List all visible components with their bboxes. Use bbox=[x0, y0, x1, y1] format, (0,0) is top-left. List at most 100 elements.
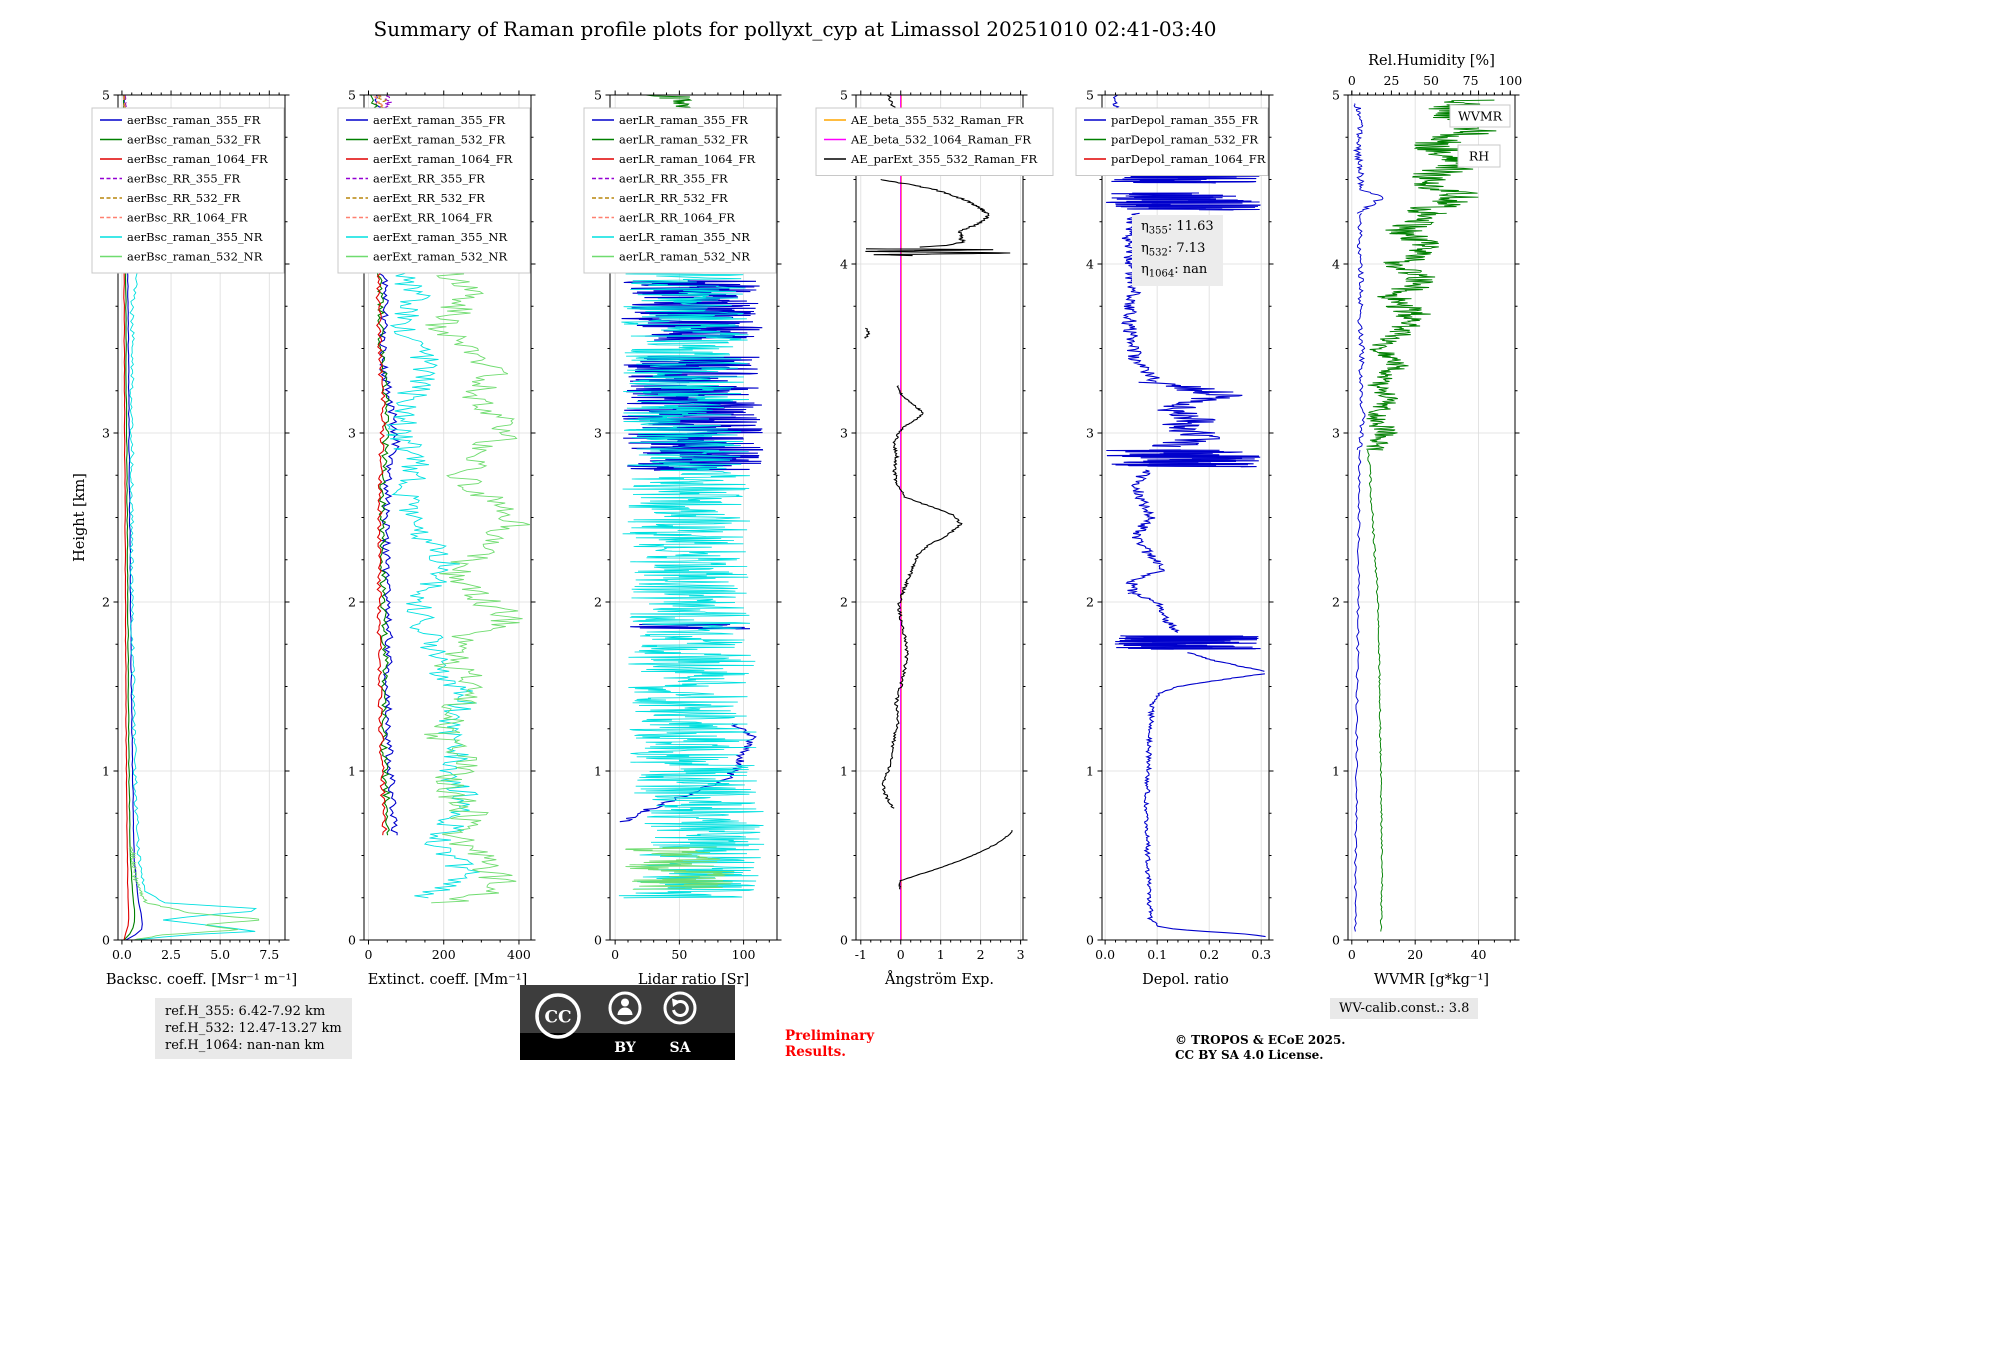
svg-text:0: 0 bbox=[348, 932, 356, 947]
svg-text:0: 0 bbox=[1348, 73, 1356, 88]
svg-text:aerExt_raman_532_FR: aerExt_raman_532_FR bbox=[373, 133, 505, 147]
svg-text:0.2: 0.2 bbox=[1199, 947, 1219, 962]
panel-lidar-ratio-plot: 050100012345Lidar ratio [Sr]aerLR_raman_… bbox=[583, 87, 782, 988]
svg-text:20: 20 bbox=[1407, 947, 1423, 962]
svg-text:3: 3 bbox=[1086, 425, 1094, 440]
svg-text:Rel.Humidity [%]: Rel.Humidity [%] bbox=[1368, 53, 1495, 69]
svg-text:40: 40 bbox=[1471, 947, 1487, 962]
svg-text:parDepol_raman_1064_FR: parDepol_raman_1064_FR bbox=[1111, 152, 1266, 166]
svg-text:400: 400 bbox=[507, 947, 531, 962]
svg-text:0: 0 bbox=[897, 947, 905, 962]
svg-text:aerBsc_raman_1064_FR: aerBsc_raman_1064_FR bbox=[127, 152, 268, 166]
panel-backscatter: 0.02.55.07.5012345Backsc. coeff. [Msr⁻¹ … bbox=[70, 30, 320, 1005]
panel-extinction-plot: 0200400012345Extinct. coeff. [Mm⁻¹]aerEx… bbox=[337, 87, 536, 988]
svg-text:5: 5 bbox=[348, 87, 356, 102]
svg-text:2: 2 bbox=[102, 594, 110, 609]
svg-text:aerBsc_raman_355_FR: aerBsc_raman_355_FR bbox=[127, 113, 261, 127]
svg-text:-1: -1 bbox=[855, 947, 867, 962]
svg-text:25: 25 bbox=[1383, 73, 1399, 88]
cc-icon-label: CC bbox=[544, 1008, 571, 1028]
preliminary-results-note: Preliminary Results. bbox=[785, 1028, 874, 1060]
svg-text:aerLR_raman_355_NR: aerLR_raman_355_NR bbox=[619, 230, 750, 244]
svg-text:3: 3 bbox=[594, 425, 602, 440]
svg-text:2: 2 bbox=[1086, 594, 1094, 609]
svg-text:2.5: 2.5 bbox=[161, 947, 181, 962]
svg-text:3: 3 bbox=[840, 425, 848, 440]
cc-license-badge: CC BY SA bbox=[520, 985, 735, 1060]
svg-text:5: 5 bbox=[102, 87, 110, 102]
svg-text:5: 5 bbox=[840, 87, 848, 102]
svg-text:50: 50 bbox=[1423, 73, 1439, 88]
svg-text:5: 5 bbox=[1086, 87, 1094, 102]
svg-text:0: 0 bbox=[1086, 932, 1094, 947]
panel-depol-plot: 0.0 0.1 0.2 0.3 0 1 2 3 4 5 Depol. ratio parDepol_r… bbox=[1075, 87, 1274, 988]
svg-text:100: 100 bbox=[732, 947, 756, 962]
svg-text:4: 4 bbox=[840, 256, 848, 271]
svg-text:Height [km]: Height [km] bbox=[72, 473, 88, 562]
svg-text:0: 0 bbox=[611, 947, 619, 962]
svg-text:100: 100 bbox=[1498, 73, 1522, 88]
svg-text:1: 1 bbox=[102, 763, 110, 778]
svg-text:0.0: 0.0 bbox=[1095, 947, 1115, 962]
svg-text:AE_beta_355_532_Raman_FR: AE_beta_355_532_Raman_FR bbox=[850, 113, 1024, 127]
svg-text:aerExt_raman_355_FR: aerExt_raman_355_FR bbox=[373, 113, 505, 127]
svg-text:1: 1 bbox=[840, 763, 848, 778]
copyright-line-1: © TROPOS & ECoE 2025. bbox=[1175, 1033, 1346, 1047]
svg-text:0: 0 bbox=[365, 947, 373, 962]
svg-text:1: 1 bbox=[594, 763, 602, 778]
svg-text:aerExt_RR_532_FR: aerExt_RR_532_FR bbox=[373, 191, 485, 205]
svg-text:aerExt_raman_532_NR: aerExt_raman_532_NR bbox=[373, 250, 507, 264]
svg-text:3: 3 bbox=[1017, 947, 1025, 962]
svg-text:parDepol_raman_532_FR: parDepol_raman_532_FR bbox=[1111, 133, 1258, 147]
svg-text:0.1: 0.1 bbox=[1147, 947, 1167, 962]
wv-calib-const: WV-calib.const.: 3.8 bbox=[1330, 998, 1479, 1019]
svg-text:0.0: 0.0 bbox=[112, 947, 132, 962]
panel-backscatter-plot: 0.02.55.07.5012345Backsc. coeff. [Msr⁻¹ … bbox=[72, 87, 297, 988]
svg-text:3: 3 bbox=[1332, 425, 1340, 440]
svg-text:aerBsc_raman_355_NR: aerBsc_raman_355_NR bbox=[127, 230, 263, 244]
svg-text:AE_parExt_355_532_Raman_FR: AE_parExt_355_532_Raman_FR bbox=[850, 152, 1037, 166]
svg-text:2: 2 bbox=[840, 594, 848, 609]
panel-wvmr-plot: 0 20 40 0 1 2 3 4 5 WVMR [g*kg⁻¹] 0 25 50 75 100Rel.Hu… bbox=[1332, 53, 1522, 988]
by-person-body bbox=[617, 1007, 633, 1015]
svg-text:aerLR_raman_355_FR: aerLR_raman_355_FR bbox=[619, 113, 748, 127]
panel-depol: 0.0 0.1 0.2 0.3 0 1 2 3 4 5 Depol. ratio parDepol_r… bbox=[1054, 30, 1304, 1005]
svg-text:200: 200 bbox=[432, 947, 456, 962]
svg-text:aerLR_raman_532_NR: aerLR_raman_532_NR bbox=[619, 250, 750, 264]
svg-text:3: 3 bbox=[102, 425, 110, 440]
preliminary-line-1: Preliminary bbox=[785, 1028, 875, 1044]
svg-text:5: 5 bbox=[1332, 87, 1340, 102]
svg-text:0: 0 bbox=[840, 932, 848, 947]
svg-text:1: 1 bbox=[1332, 763, 1340, 778]
reference-height-box: ref.H_355: 6.42-7.92 km ref.H_532: 12.47… bbox=[155, 998, 352, 1059]
panel-wvmr: 0 20 40 0 1 2 3 4 5 WVMR [g*kg⁻¹] 0 25 50 75 100 Rel.Hu… bbox=[1300, 30, 1550, 1005]
svg-text:Backsc. coeff. [Msr⁻¹ m⁻¹]: Backsc. coeff. [Msr⁻¹ m⁻¹] bbox=[106, 972, 297, 988]
ref-h-1064: ref.H_1064: nan-nan km bbox=[165, 1038, 325, 1053]
svg-text:1: 1 bbox=[937, 947, 945, 962]
panel-lidar-ratio: 050100012345Lidar ratio [Sr]aerLR_raman_… bbox=[562, 30, 812, 1005]
svg-text:Depol. ratio: Depol. ratio bbox=[1142, 972, 1229, 988]
svg-text:aerLR_RR_355_FR: aerLR_RR_355_FR bbox=[619, 172, 728, 186]
by-label: BY bbox=[614, 1040, 637, 1056]
svg-text:aerBsc_RR_532_FR: aerBsc_RR_532_FR bbox=[127, 191, 240, 205]
svg-text:2: 2 bbox=[348, 594, 356, 609]
copyright-line-2: CC BY SA 4.0 License. bbox=[1175, 1048, 1324, 1062]
by-person-icon bbox=[608, 991, 642, 1025]
svg-text:1: 1 bbox=[348, 763, 356, 778]
panel-angstrom: -1 0 1 2 3 0 1 2 3 4 5 Ångström Exp. AE_beta_355_532… bbox=[808, 30, 1058, 1005]
svg-text:2: 2 bbox=[977, 947, 985, 962]
svg-text:0.3: 0.3 bbox=[1251, 947, 1271, 962]
svg-text:2: 2 bbox=[594, 594, 602, 609]
panel-angstrom-plot: -1 0 1 2 3 0 1 2 3 4 5 Ångström Exp. AE_beta_355_532… bbox=[815, 87, 1054, 988]
svg-text:aerBsc_RR_355_FR: aerBsc_RR_355_FR bbox=[127, 172, 240, 186]
eta-annotation: η355: 11.63 η532: 7.13 η1064: nan bbox=[1132, 215, 1223, 286]
svg-text:0: 0 bbox=[594, 932, 602, 947]
sa-arrowhead bbox=[672, 998, 681, 1007]
svg-text:RH: RH bbox=[1469, 149, 1489, 164]
copyright-note: © TROPOS & ECoE 2025. CC BY SA 4.0 Licen… bbox=[1175, 1033, 1345, 1063]
svg-text:3: 3 bbox=[348, 425, 356, 440]
svg-text:aerExt_raman_355_NR: aerExt_raman_355_NR bbox=[373, 230, 507, 244]
svg-text:Extinct. coeff. [Mm⁻¹]: Extinct. coeff. [Mm⁻¹] bbox=[368, 972, 528, 988]
cc-badge-graphic: CC BY SA bbox=[520, 985, 735, 1060]
preliminary-line-2: Results. bbox=[785, 1044, 846, 1060]
